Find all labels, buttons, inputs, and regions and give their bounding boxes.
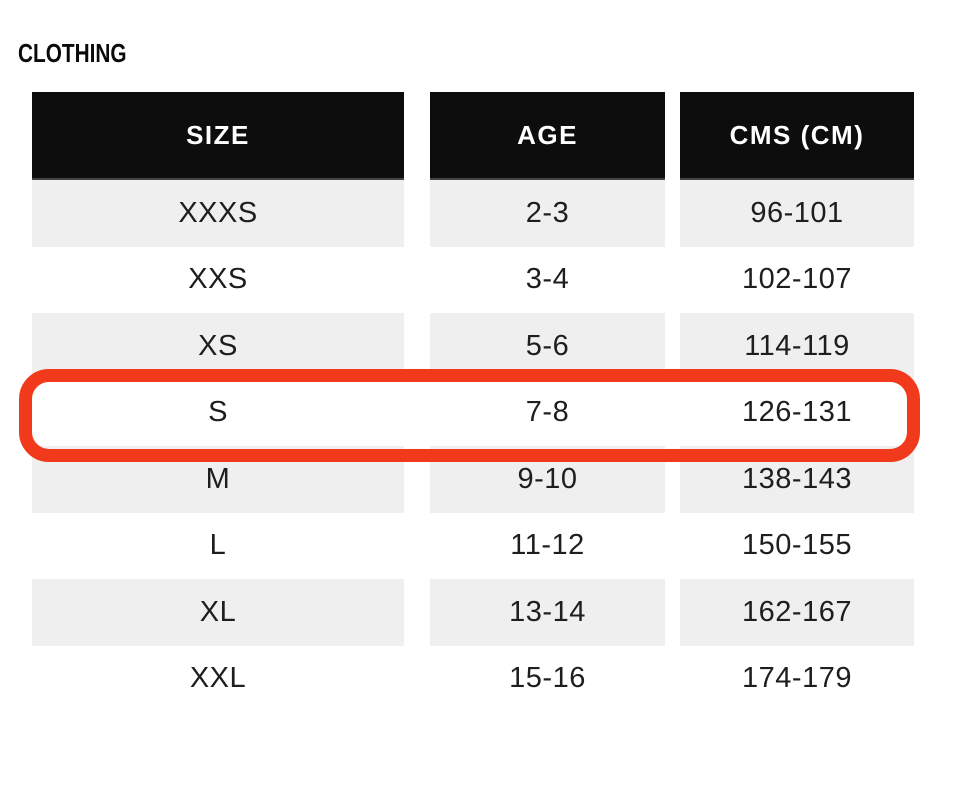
age-cell: 13-14: [430, 579, 665, 646]
column-header-size: SIZE: [32, 92, 404, 180]
size-cell: S: [32, 379, 404, 446]
table-row: XL 13-14 162-167: [32, 579, 914, 646]
table-row: L 11-12 150-155: [32, 512, 914, 579]
cms-cell: 174-179: [680, 645, 914, 712]
cms-cell: 102-107: [680, 246, 914, 313]
age-cell: 5-6: [430, 313, 665, 380]
size-chart-table: SIZE AGE CMS (CM) XXXS 2-3 96-101 XXS 3-…: [32, 92, 914, 712]
cms-cell: 138-143: [680, 446, 914, 513]
age-cell: 2-3: [430, 180, 665, 247]
age-cell: 9-10: [430, 446, 665, 513]
size-cell: M: [32, 446, 404, 513]
cms-cell: 126-131: [680, 379, 914, 446]
table-row-highlighted: S 7-8 126-131: [32, 379, 914, 446]
cms-cell: 114-119: [680, 313, 914, 380]
age-cell: 7-8: [430, 379, 665, 446]
size-cell: XXXS: [32, 180, 404, 247]
age-cell: 3-4: [430, 246, 665, 313]
cms-cell: 150-155: [680, 512, 914, 579]
size-cell: XL: [32, 579, 404, 646]
table-row: XXS 3-4 102-107: [32, 246, 914, 313]
column-header-cms: CMS (CM): [680, 92, 914, 180]
table-header-row: SIZE AGE CMS (CM): [32, 92, 914, 180]
age-cell: 11-12: [430, 512, 665, 579]
size-cell: XXL: [32, 645, 404, 712]
column-header-age: AGE: [430, 92, 665, 180]
cms-cell: 162-167: [680, 579, 914, 646]
table-row: M 9-10 138-143: [32, 446, 914, 513]
section-title: CLOTHING: [18, 38, 127, 68]
age-cell: 15-16: [430, 645, 665, 712]
table-row: XS 5-6 114-119: [32, 313, 914, 380]
size-cell: XXS: [32, 246, 404, 313]
size-cell: XS: [32, 313, 404, 380]
table-row: XXXS 2-3 96-101: [32, 180, 914, 247]
size-cell: L: [32, 512, 404, 579]
cms-cell: 96-101: [680, 180, 914, 247]
table-row: XXL 15-16 174-179: [32, 645, 914, 712]
